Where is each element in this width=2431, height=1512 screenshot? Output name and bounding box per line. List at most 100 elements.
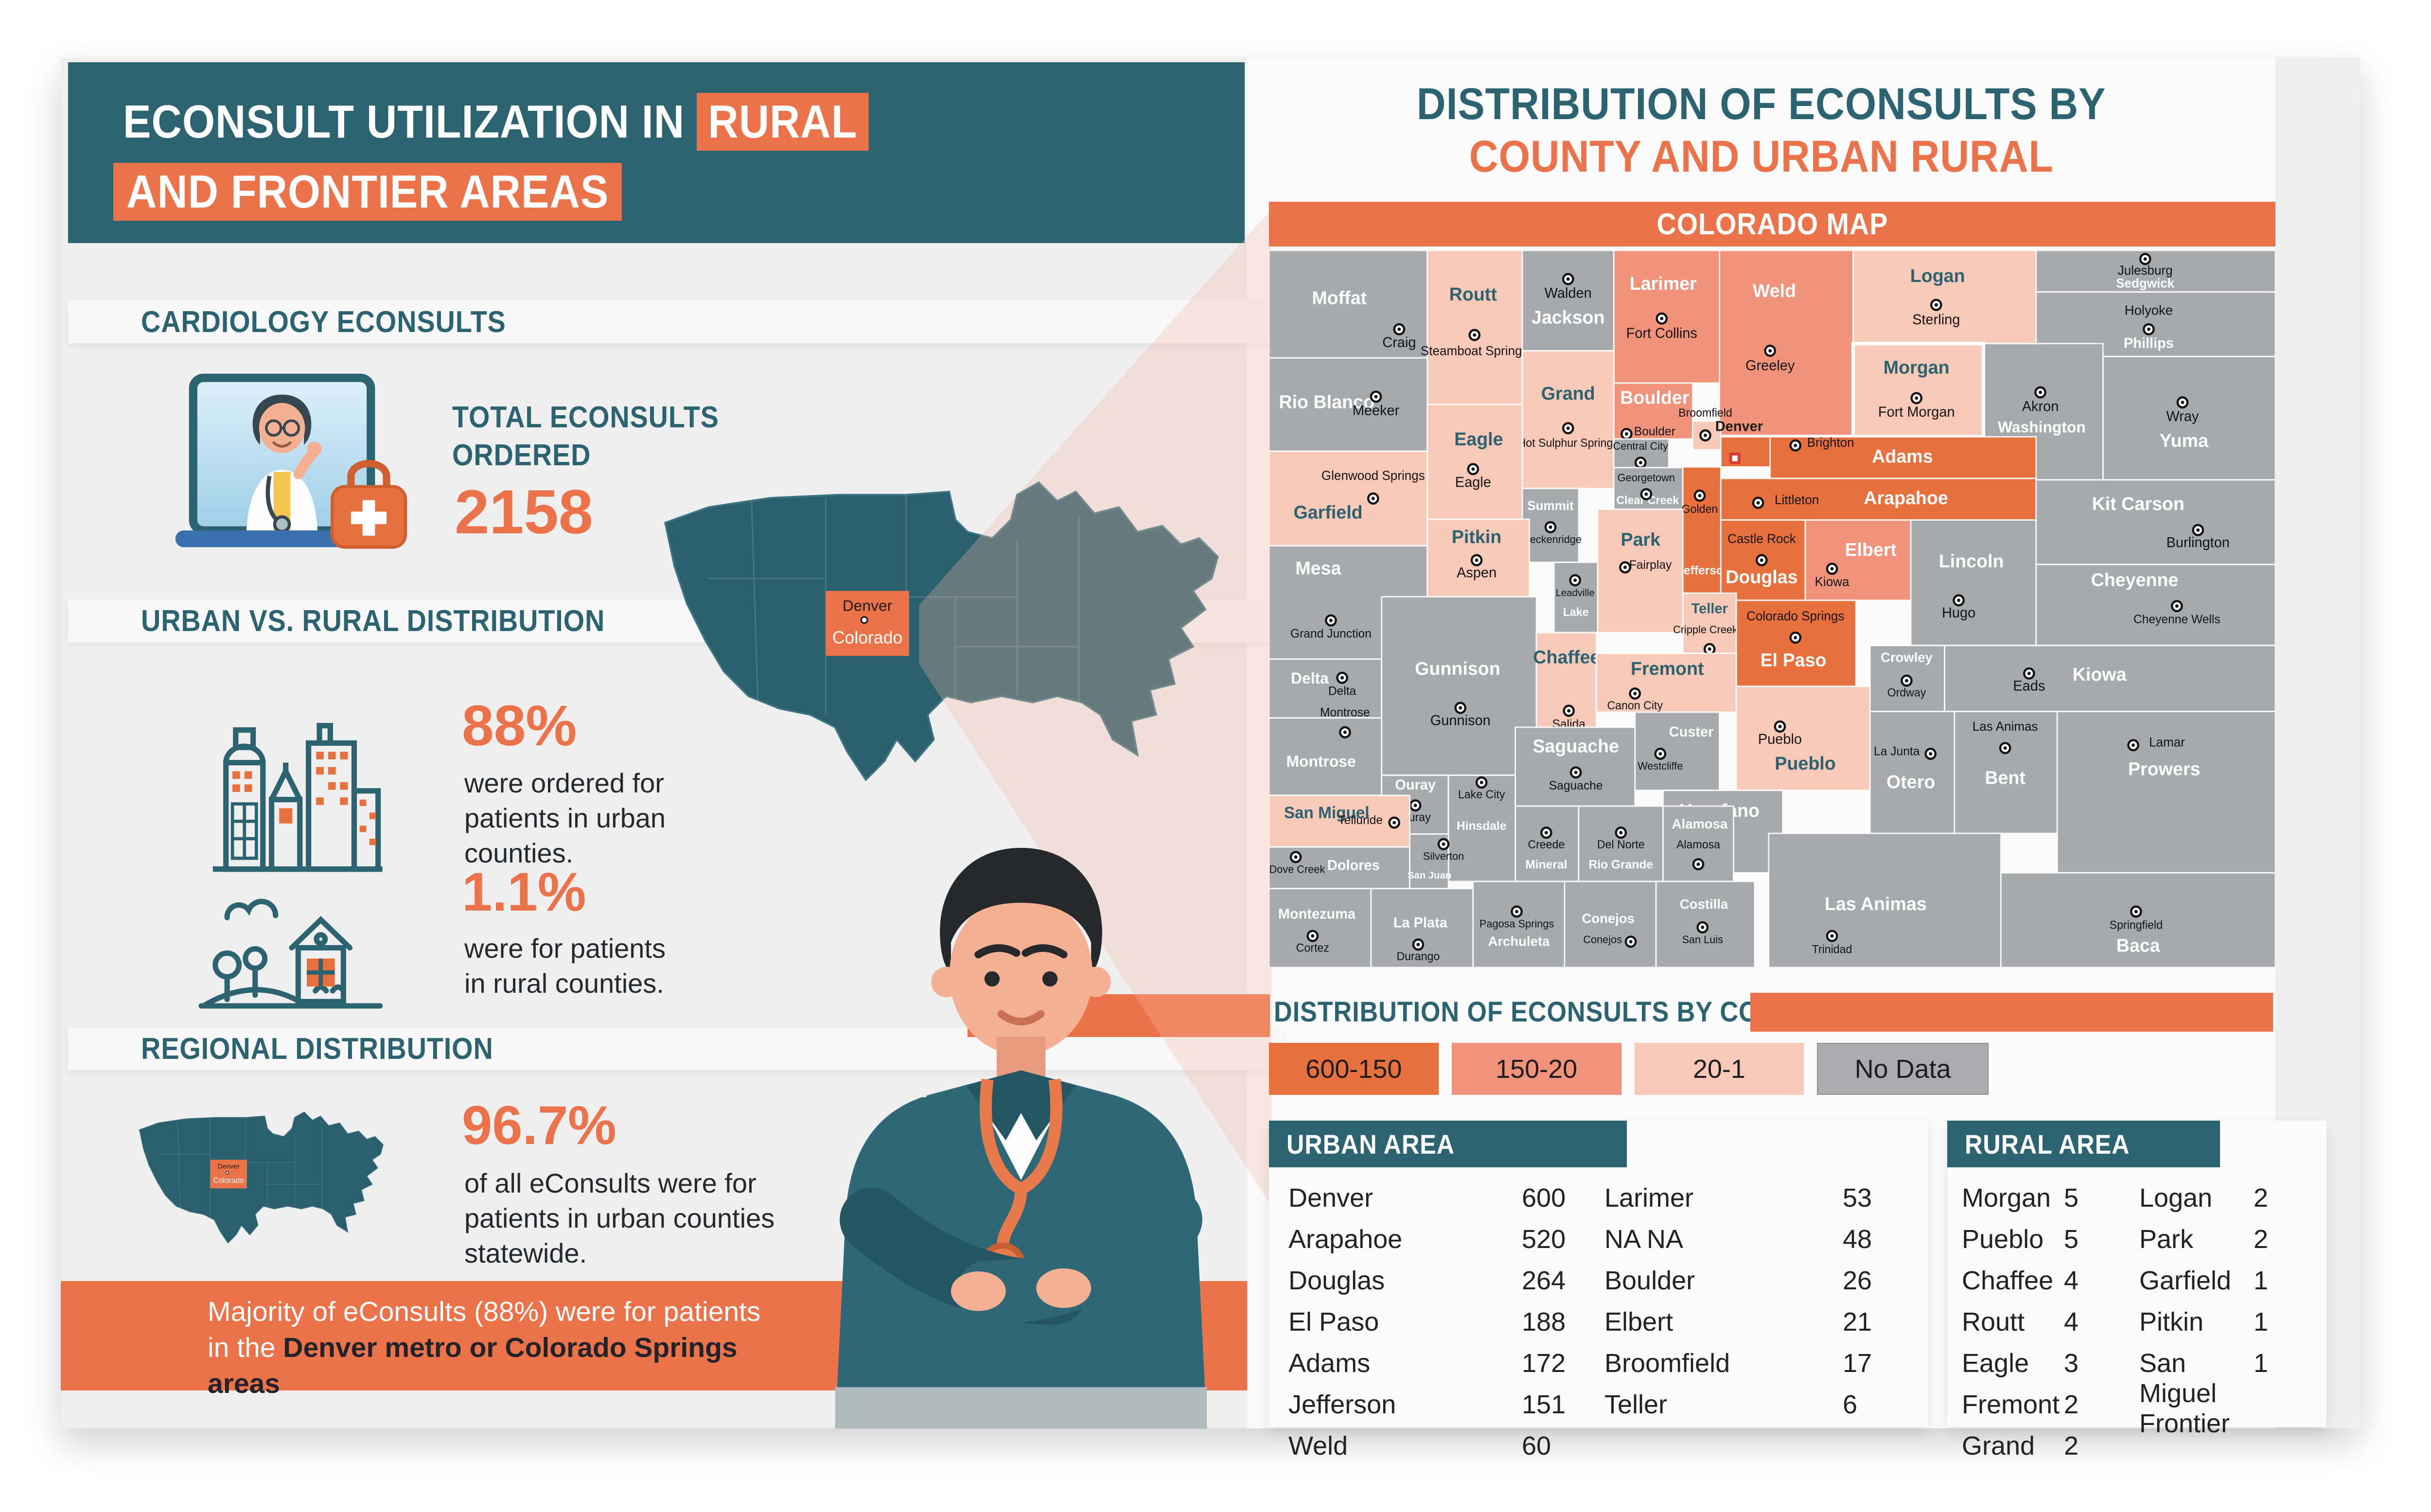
- county-teller: Teller Cripple Creek: [1673, 592, 1738, 655]
- colorado-highlight: [826, 591, 909, 656]
- svg-text:Lamar: Lamar: [2149, 735, 2185, 749]
- svg-text:Steamboat Springs: Steamboat Springs: [1421, 343, 1529, 358]
- county-value: 188: [1522, 1307, 1566, 1336]
- county-value: 3: [2064, 1349, 2079, 1378]
- svg-text:Dolores: Dolores: [1327, 858, 1380, 873]
- svg-text:Springfield: Springfield: [2110, 918, 2163, 931]
- county-name: Teller: [1604, 1390, 1668, 1419]
- svg-text:Park: Park: [1621, 529, 1661, 550]
- svg-text:Ouray: Ouray: [1395, 777, 1436, 793]
- us-map-large-svg: Denver Colorado: [664, 481, 1219, 781]
- telehealth-doctor-icon: [175, 373, 407, 549]
- svg-text:Durango: Durango: [1396, 950, 1440, 963]
- svg-text:Pagosa Springs: Pagosa Springs: [1480, 917, 1554, 930]
- svg-text:Morgan: Morgan: [1884, 357, 1950, 378]
- us-map-colorado-label: Colorado: [832, 628, 902, 648]
- us-map-large: Denver Colorado: [647, 455, 1264, 839]
- svg-text:Fremont: Fremont: [1631, 659, 1704, 679]
- svg-text:Otero: Otero: [1886, 772, 1935, 792]
- county-distribution-accent-bar: [1750, 993, 2273, 1032]
- svg-text:Hot Sulphur Springs: Hot Sulphur Springs: [1518, 437, 1619, 449]
- urban-area-table: URBAN AREA Denver 600 Arapahoe 520 Douglas 26…: [1269, 1121, 1928, 1460]
- county-fremont: Fremont Canon City: [1595, 652, 1737, 713]
- svg-text:Larimer: Larimer: [1630, 274, 1697, 294]
- svg-text:Kiowa: Kiowa: [1815, 574, 1850, 589]
- svg-text:Lake City: Lake City: [1458, 788, 1505, 801]
- county-value: 48: [1843, 1225, 1872, 1254]
- county-conejos: Conejos Conejos: [1564, 880, 1657, 968]
- svg-text:Greeley: Greeley: [1745, 358, 1795, 373]
- table-row: Eagle 3: [1962, 1348, 2122, 1378]
- county-adams: Adams Brighton: [1769, 435, 2037, 479]
- total-econsults-label: TOTAL ECONSULTS ORDERED: [452, 399, 749, 475]
- colorado-map-bar-label: COLORADO MAP: [1656, 207, 1888, 241]
- county-routt: Routt Steamboat Springs: [1421, 249, 1529, 405]
- svg-text:Cheyenne Wells: Cheyenne Wells: [2133, 613, 2220, 626]
- county-cheyenne: Cheyenne Cheyenne Wells: [2035, 563, 2276, 647]
- county-bent: Bent Las Animas: [1954, 710, 2058, 834]
- county-distribution-title: DISTRIBUTION OF ECONSULTS BY COUNTY: [1274, 996, 1830, 1028]
- county-name: Eagle: [1962, 1349, 2029, 1378]
- svg-text:Holyoke: Holyoke: [2125, 303, 2173, 318]
- svg-text:Cortez: Cortez: [1296, 941, 1329, 954]
- svg-text:Teller: Teller: [1691, 601, 1728, 616]
- denver-marker: [1729, 452, 1741, 464]
- county-moffat: Moffat Craig: [1268, 249, 1428, 359]
- svg-text:Castle Rock: Castle Rock: [1727, 531, 1796, 546]
- county-value: 5: [2064, 1225, 2079, 1254]
- svg-text:Del Norte: Del Norte: [1597, 838, 1645, 851]
- table-row: Jefferson 151: [1288, 1389, 1580, 1420]
- svg-text:Broomfield: Broomfield: [1678, 406, 1732, 419]
- svg-text:Fort Morgan: Fort Morgan: [1878, 404, 1955, 420]
- rural-percentage-text: were for patients in rural counties.: [464, 933, 666, 999]
- table-row: Morgan 5: [1962, 1183, 2122, 1213]
- svg-text:Eagle: Eagle: [1454, 429, 1503, 450]
- svg-text:Hugo: Hugo: [1942, 605, 1975, 621]
- svg-text:Alamosa: Alamosa: [1676, 838, 1720, 851]
- svg-text:Golden: Golden: [1682, 503, 1718, 515]
- svg-text:Arapahoe: Arapahoe: [1864, 488, 1948, 509]
- main-header: ECONSULT UTILIZATION IN RURAL AND FRONTI…: [68, 62, 1245, 243]
- svg-text:Colorado Springs: Colorado Springs: [1746, 609, 1844, 623]
- county-kiowa: Kiowa Eads: [1944, 645, 2276, 712]
- county-value: 4: [2064, 1307, 2079, 1336]
- us-silhouette: [139, 1111, 384, 1244]
- county-grand: Grand Hot Sulphur Springs: [1518, 350, 1619, 490]
- colorado-map-svg: Moffat Craig Routt Steamboat SpringsJackson…: [1268, 249, 2276, 968]
- county-value: 264: [1522, 1266, 1566, 1295]
- svg-text:Dove Creek: Dove Creek: [1269, 863, 1325, 875]
- table-row: Chaffee 4: [1962, 1266, 2122, 1296]
- county-value: 2: [2064, 1431, 2079, 1460]
- svg-text:Pueblo: Pueblo: [1775, 754, 1835, 774]
- county-name: Boulder: [1604, 1266, 1695, 1295]
- county-name: San Miguel Frontier: [2139, 1349, 2230, 1438]
- colorado-map-bar: COLORADO MAP: [1269, 202, 2275, 246]
- county-value: 5: [2064, 1183, 2079, 1213]
- county-la-plata: La Plata Durango: [1370, 888, 1474, 968]
- table-row: Pitkin 1: [2139, 1307, 2312, 1337]
- county-name: El Paso: [1288, 1307, 1379, 1336]
- svg-text:San Luis: San Luis: [1682, 933, 1723, 946]
- choropleth-legend: 600-150 150-20 20-1 No Data: [1269, 1043, 1989, 1095]
- svg-text:Leadville: Leadville: [1556, 587, 1595, 598]
- county-mineral: Mineral Creede: [1515, 805, 1580, 882]
- svg-text:Rio Blanco: Rio Blanco: [1279, 392, 1374, 412]
- county-value: 53: [1843, 1183, 1872, 1213]
- svg-text:Adams: Adams: [1872, 446, 1933, 467]
- legend-bin-600-150: 600-150: [1269, 1043, 1439, 1095]
- county-pitkin: Pitkin Aspen: [1427, 518, 1531, 598]
- urban-area-chip: URBAN AREA: [1269, 1121, 1627, 1167]
- table-row: Elbert 21: [1604, 1307, 1901, 1337]
- svg-text:Pueblo: Pueblo: [1758, 732, 1802, 747]
- svg-text:Fairplay: Fairplay: [1629, 559, 1672, 572]
- svg-text:San Miguel: San Miguel: [1284, 804, 1370, 822]
- county-value: 1: [2254, 1266, 2269, 1295]
- svg-text:Eads: Eads: [2013, 678, 2045, 694]
- county-gunnison: Gunnison Gunnison: [1381, 596, 1537, 776]
- table-row: San Miguel Frontier 1: [2139, 1348, 2312, 1439]
- county-saguache: Saguache Saguache: [1515, 726, 1636, 807]
- svg-text:Montrose: Montrose: [1286, 753, 1356, 770]
